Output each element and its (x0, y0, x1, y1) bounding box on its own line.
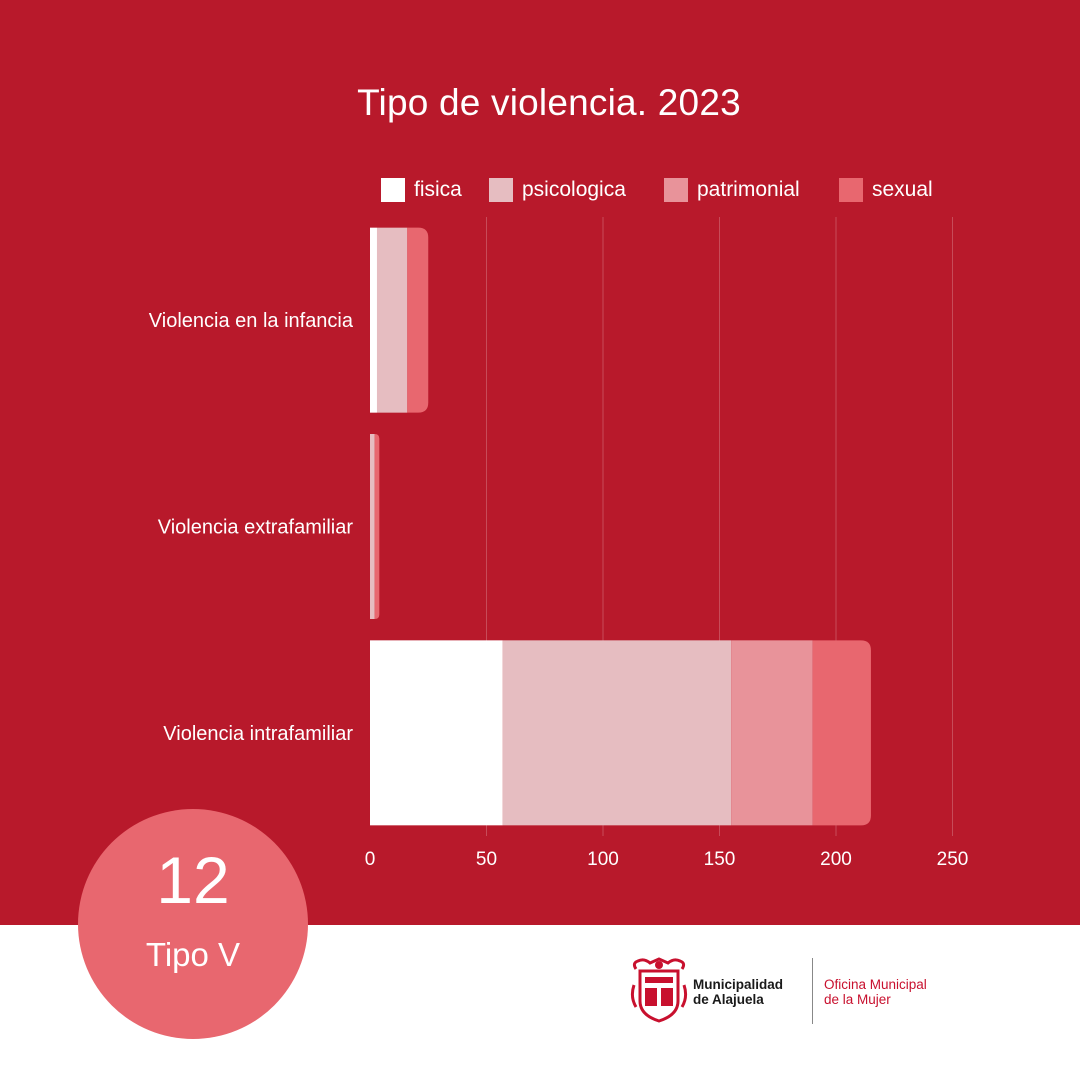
bar-violencia-en-la-infancia-sexual (407, 227, 429, 413)
chart-title: Tipo de violencia. 2023 (357, 82, 741, 123)
x-tick-label-200: 200 (820, 849, 852, 870)
stacked-bar-chart: 0 50 100 150 200 250 Violencia en la infancia V… (149, 217, 969, 870)
category-label-violencia-extrafamiliar: Violencia extrafamiliar (158, 517, 354, 539)
legend-label-patrimonial: patrimonial (697, 178, 800, 201)
footer-logo: Municipalidad de Alajuela Oficina Munici… (630, 955, 960, 1027)
x-tick-label-0: 0 (365, 849, 376, 870)
office-name: Oficina Municipal de la Mujer (824, 977, 964, 1007)
badge-label: Tipo V (145, 936, 241, 973)
legend-item-fisica: fisica (381, 176, 462, 204)
bar-violencia-intrafamiliar-sexual (812, 640, 871, 826)
legend-label-sexual: sexual (872, 178, 933, 201)
legend-swatch-fisica (381, 178, 405, 202)
legend-swatch-patrimonial (664, 178, 688, 202)
legend-item-psicologica: psicologica (489, 176, 626, 204)
x-tick-label-150: 150 (704, 849, 736, 870)
legend-item-sexual: sexual (839, 176, 933, 204)
municipal-crest-icon (630, 957, 688, 1023)
category-label-violencia-intrafamiliar: Violencia intrafamiliar (163, 723, 353, 745)
office-name-line-2: de la Mujer (824, 992, 891, 1007)
legend-swatch-sexual (839, 178, 863, 202)
x-tick-label-100: 100 (587, 849, 619, 870)
category-label-violencia-en-la-infancia: Violencia en la infancia (149, 310, 354, 332)
x-tick-label-50: 50 (476, 849, 497, 870)
x-tick-label-250: 250 (937, 849, 969, 870)
axis-labels: 0 50 100 150 200 250 Violencia en la infancia V… (149, 310, 969, 870)
badge-number: 12 (156, 843, 230, 917)
bar-violencia-extrafamiliar-sexual (374, 434, 380, 619)
organization-name-line-2: de Alajuela (693, 992, 764, 1007)
bar-violencia-en-la-infancia-fisica (370, 227, 377, 413)
bar-violencia-intrafamiliar-psicologica (502, 640, 732, 826)
logo-divider (812, 958, 813, 1024)
bar-violencia-en-la-infancia-psicologica (376, 227, 408, 413)
legend-swatch-psicologica (489, 178, 513, 202)
legend-label-fisica: fisica (414, 178, 462, 201)
office-name-line-1: Oficina Municipal (824, 977, 927, 992)
bar-violencia-intrafamiliar-patrimonial (731, 640, 813, 826)
legend-label-psicologica: psicologica (522, 178, 626, 201)
organization-name-line-1: Municipalidad (693, 977, 784, 992)
legend-item-patrimonial: patrimonial (664, 176, 800, 204)
bar-violencia-intrafamiliar-fisica (370, 640, 503, 826)
count-badge: 12 Tipo V (78, 809, 308, 1039)
bars (370, 227, 871, 826)
bar-violencia-extrafamiliar-psicologica (370, 434, 375, 619)
organization-name: Municipalidad de Alajuela (693, 977, 808, 1007)
